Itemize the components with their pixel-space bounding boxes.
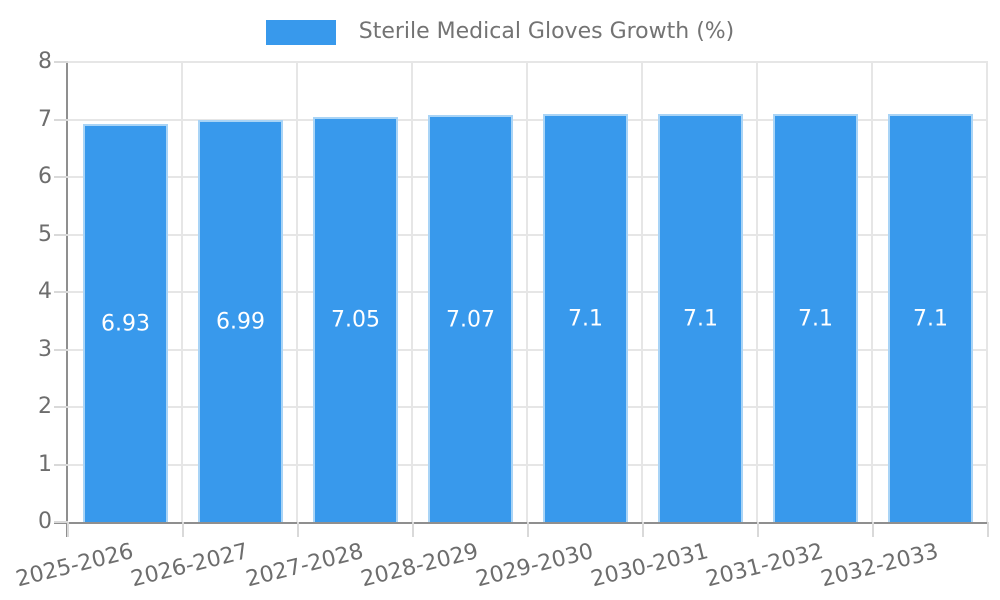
x-tick-label: 2028-2029 (358, 539, 481, 593)
x-tick-label: 2027-2028 (243, 539, 366, 593)
bar[interactable]: 7.05 (313, 116, 398, 522)
y-tick-mark (54, 406, 68, 408)
legend-swatch (265, 19, 336, 45)
bar-value-label: 7.05 (331, 307, 380, 333)
y-tick-label: 2 (38, 394, 52, 419)
x-tick-label: 2030-2031 (588, 539, 711, 593)
y-tick-label: 3 (38, 336, 52, 362)
h-gridline (68, 406, 988, 408)
bar[interactable]: 6.93 (83, 123, 168, 522)
x-tick-mark (297, 522, 299, 537)
x-tick-label: 2029-2030 (473, 539, 596, 593)
h-gridline (68, 233, 988, 236)
y-tick-mark (54, 176, 68, 178)
y-tick-label: 6 (38, 164, 52, 189)
y-tick-mark (54, 118, 68, 121)
bar[interactable]: 7.07 (428, 115, 513, 522)
y-tick-mark (54, 61, 68, 63)
h-gridline (68, 463, 988, 466)
x-axis-line (54, 522, 988, 524)
bar-value-label: 7.1 (798, 306, 833, 332)
y-tick-label: 4 (38, 279, 52, 304)
bar[interactable]: 7.1 (888, 113, 973, 522)
bar[interactable]: 7.1 (773, 113, 858, 522)
y-tick-mark (54, 233, 68, 236)
v-gridline (641, 62, 643, 522)
x-tick-mark (642, 522, 644, 537)
x-tick-mark (872, 522, 874, 537)
v-gridline (411, 62, 413, 522)
bar[interactable]: 7.1 (658, 113, 743, 522)
v-gridline (986, 62, 988, 522)
h-gridline (68, 118, 988, 121)
x-tick-mark (412, 522, 414, 537)
x-tick-mark (527, 522, 529, 537)
bar-value-label: 7.1 (913, 306, 948, 332)
v-gridline (296, 62, 298, 522)
y-tick-label: 8 (38, 49, 52, 74)
h-gridline (68, 348, 988, 351)
v-gridline (181, 62, 183, 522)
x-tick-label: 2031-2032 (703, 539, 826, 593)
y-axis-line (66, 62, 68, 537)
x-tick-label: 2032-2033 (818, 539, 941, 593)
bar-value-label: 6.99 (216, 309, 265, 335)
y-tick-label: 0 (38, 509, 52, 534)
bar-value-label: 7.07 (446, 307, 495, 333)
x-tick-mark (67, 522, 69, 537)
bar[interactable]: 6.99 (198, 120, 283, 522)
y-tick-label: 7 (38, 106, 52, 132)
y-tick-label: 1 (38, 451, 52, 477)
x-tick-mark (757, 522, 759, 537)
v-gridline (756, 62, 758, 522)
v-gridline (871, 62, 873, 522)
h-gridline (68, 176, 988, 178)
x-tick-label: 2026-2027 (128, 539, 251, 593)
h-gridline (68, 291, 988, 293)
y-tick-mark (54, 521, 68, 523)
h-gridline (68, 61, 988, 63)
y-tick-mark (54, 463, 68, 466)
bar-value-label: 7.1 (568, 306, 603, 332)
bar-value-label: 7.1 (683, 306, 718, 332)
y-tick-mark (54, 348, 68, 351)
x-tick-label: 2025-2026 (13, 539, 136, 593)
bar[interactable]: 7.1 (543, 113, 628, 522)
plot-area: 6.93 6.99 7.05 7.07 7.1 7.1 7.1 7.1 (68, 61, 988, 522)
y-tick-mark (54, 291, 68, 293)
chart-legend[interactable]: Sterile Medical Gloves Growth (%) (0, 19, 1000, 45)
x-tick-mark (182, 522, 184, 537)
v-gridline (526, 62, 528, 522)
legend-label: Sterile Medical Gloves Growth (%) (358, 19, 735, 44)
y-tick-label: 5 (38, 221, 52, 247)
bar-value-label: 6.93 (101, 311, 150, 337)
x-tick-mark (987, 522, 989, 537)
